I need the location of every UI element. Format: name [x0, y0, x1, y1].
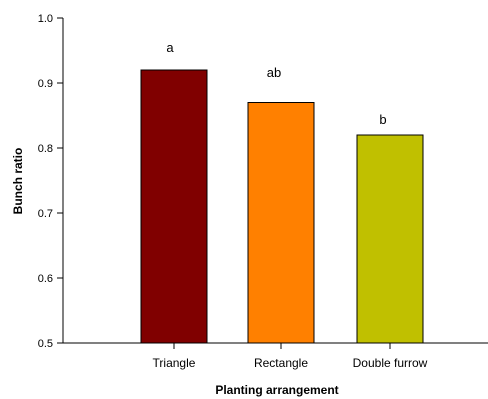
significance-letter: ab — [267, 65, 281, 80]
bar-triangle — [140, 69, 208, 344]
bar-rectangle — [247, 102, 315, 344]
bar-double-furrow — [356, 134, 424, 344]
x-tick-label: Rectangle — [254, 356, 308, 370]
x-axis-title: Planting arrangement — [215, 383, 338, 397]
significance-letters: a ab b — [166, 40, 386, 127]
x-tick-label: Double furrow — [353, 356, 428, 370]
x-axis-categories: Triangle Rectangle Double furrow — [153, 343, 428, 370]
y-axis-title: Bunch ratio — [11, 148, 25, 215]
significance-letter: a — [166, 40, 174, 55]
y-tick-label: 1.0 — [38, 13, 53, 25]
y-tick-label: 0.8 — [38, 143, 53, 155]
y-tick-label: 0.9 — [38, 78, 53, 90]
bars — [140, 69, 424, 344]
y-tick-label: 0.6 — [38, 273, 53, 285]
x-tick-label: Triangle — [153, 356, 196, 370]
y-tick-label: 0.5 — [38, 338, 53, 350]
y-axis-ticks: 0.5 0.6 0.7 0.8 0.9 1.0 — [38, 13, 63, 350]
y-tick-label: 0.7 — [38, 208, 53, 220]
significance-letter: b — [379, 112, 386, 127]
